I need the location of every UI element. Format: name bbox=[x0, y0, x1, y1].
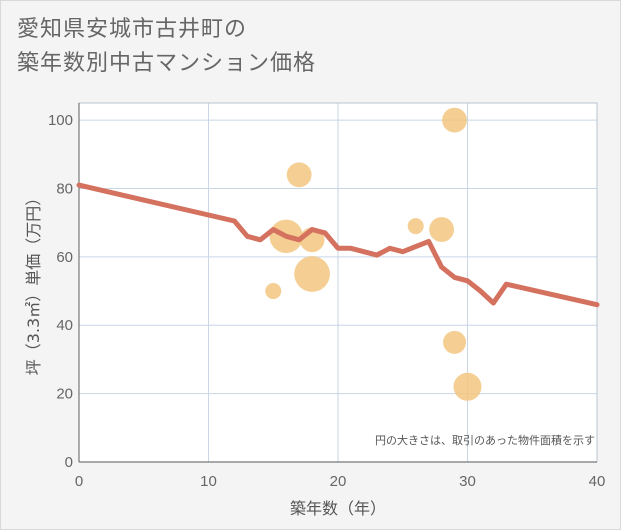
bubble-point bbox=[286, 162, 312, 188]
x-tick-label: 30 bbox=[459, 473, 476, 490]
x-tick-label: 0 bbox=[75, 473, 83, 490]
axes bbox=[78, 102, 598, 463]
y-tick-label: 60 bbox=[56, 249, 73, 266]
bubble-point bbox=[442, 107, 467, 133]
y-tick-label: 0 bbox=[65, 454, 73, 471]
y-tick-label: 80 bbox=[56, 180, 73, 197]
y-axis-title: 坪（3.3㎡）単価（万円） bbox=[24, 190, 43, 375]
tick-labels: 0 10 20 30 40 0 20 40 60 80 100 bbox=[48, 112, 605, 490]
bubble-point bbox=[443, 330, 467, 354]
y-tick-label: 40 bbox=[56, 317, 73, 334]
x-tick-label: 20 bbox=[330, 473, 347, 490]
x-tick-label: 10 bbox=[200, 473, 217, 490]
size-legend-note: 円の大きさは、取引のあった物件面積を示す bbox=[375, 433, 595, 447]
bubble-point bbox=[265, 283, 282, 300]
x-axis-title: 築年数（年） bbox=[290, 499, 386, 518]
chart-title-line-2: 築年数別中古マンション価格 bbox=[17, 51, 317, 76]
bubble-point bbox=[453, 372, 482, 401]
bubble-point bbox=[407, 218, 424, 235]
chart-title-line-1: 愛知県安城市古井町の bbox=[17, 17, 248, 42]
bubble-point bbox=[294, 256, 330, 292]
trend-line bbox=[76, 182, 600, 308]
y-tick-label: 100 bbox=[48, 112, 73, 129]
bubble-point bbox=[429, 217, 454, 242]
chart-title: 愛知県安城市古井町の 築年数別中古マンション価格 bbox=[17, 13, 316, 81]
x-tick-label: 40 bbox=[589, 473, 606, 490]
y-tick-label: 20 bbox=[56, 386, 73, 403]
trend-line-series bbox=[76, 182, 600, 308]
